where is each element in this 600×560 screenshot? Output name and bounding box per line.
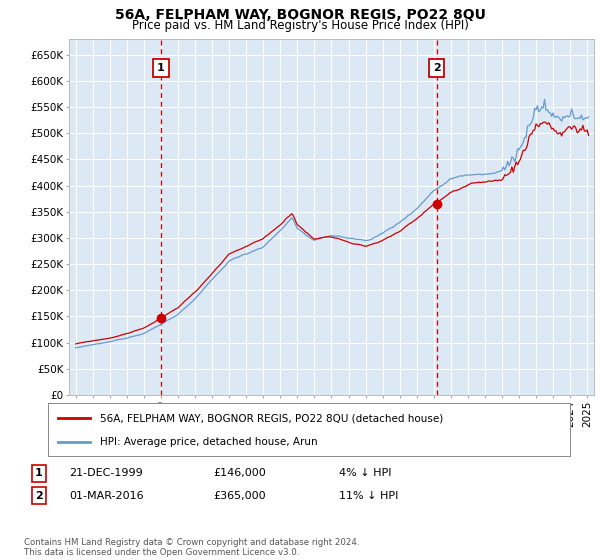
Text: 01-MAR-2016: 01-MAR-2016 xyxy=(69,491,143,501)
Text: 56A, FELPHAM WAY, BOGNOR REGIS, PO22 8QU: 56A, FELPHAM WAY, BOGNOR REGIS, PO22 8QU xyxy=(115,8,485,22)
Text: Contains HM Land Registry data © Crown copyright and database right 2024.
This d: Contains HM Land Registry data © Crown c… xyxy=(24,538,359,557)
Text: 1: 1 xyxy=(35,468,43,478)
Text: 4% ↓ HPI: 4% ↓ HPI xyxy=(339,468,391,478)
Text: 1: 1 xyxy=(157,63,165,73)
Text: 11% ↓ HPI: 11% ↓ HPI xyxy=(339,491,398,501)
Text: 2: 2 xyxy=(433,63,440,73)
Text: Price paid vs. HM Land Registry's House Price Index (HPI): Price paid vs. HM Land Registry's House … xyxy=(131,19,469,32)
Text: 56A, FELPHAM WAY, BOGNOR REGIS, PO22 8QU (detached house): 56A, FELPHAM WAY, BOGNOR REGIS, PO22 8QU… xyxy=(100,413,443,423)
Text: £146,000: £146,000 xyxy=(213,468,266,478)
Text: £365,000: £365,000 xyxy=(213,491,266,501)
Text: 21-DEC-1999: 21-DEC-1999 xyxy=(69,468,143,478)
Text: 2: 2 xyxy=(35,491,43,501)
Text: HPI: Average price, detached house, Arun: HPI: Average price, detached house, Arun xyxy=(100,436,318,446)
